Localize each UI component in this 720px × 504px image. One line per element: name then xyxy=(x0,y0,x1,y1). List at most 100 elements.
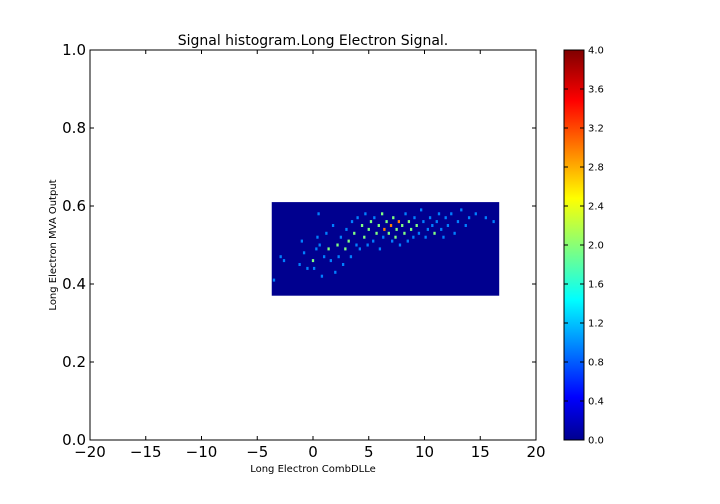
x-axis-ticks: −20 −15 −10 −5 0 5 10 15 20 xyxy=(74,50,546,461)
heatmap-cell xyxy=(435,220,438,224)
heatmap-cell xyxy=(409,227,413,231)
heatmap-cell xyxy=(353,231,356,235)
heatmap-cell xyxy=(312,266,316,270)
heatmap-cell xyxy=(369,220,373,224)
y-tick-label: 0.8 xyxy=(62,119,86,137)
heatmap-cell xyxy=(467,216,471,220)
heatmap-cell xyxy=(433,231,436,235)
colorbar-tick-label: 2.0 xyxy=(588,241,604,252)
heatmap-cell xyxy=(306,266,309,270)
x-tick-label: −10 xyxy=(186,443,218,461)
heatmap-cell xyxy=(358,247,361,251)
heatmap-cell xyxy=(339,235,343,239)
heatmap-cell xyxy=(383,227,386,231)
heatmap-cell xyxy=(395,227,398,231)
x-tick-label: −15 xyxy=(130,443,162,461)
colorbar-tick-label: 1.6 xyxy=(588,280,604,291)
heatmap-cell xyxy=(282,259,286,263)
heatmap-background xyxy=(271,202,500,296)
heatmap-cell xyxy=(437,212,441,216)
heatmap-cell xyxy=(341,263,345,266)
heatmap-cell xyxy=(391,239,394,243)
x-tick-label: −20 xyxy=(74,443,106,461)
heatmap-cell xyxy=(315,247,318,251)
heatmap-cell xyxy=(373,216,376,220)
heatmap-cell xyxy=(347,239,350,243)
heatmap-layer xyxy=(271,202,500,296)
heatmap-cell xyxy=(492,220,495,224)
colorbar-tick-label: 2.8 xyxy=(588,163,604,174)
heatmap-cell xyxy=(311,259,315,263)
y-tick-label: 1.0 xyxy=(62,41,86,59)
heatmap-cell xyxy=(440,227,443,231)
colorbar-tick-label: 0.4 xyxy=(588,397,604,408)
y-axis-ticks: 0.0 0.2 0.4 0.6 0.8 1.0 xyxy=(62,41,536,449)
heatmap-cell xyxy=(380,212,384,216)
heatmap-cell xyxy=(453,231,456,235)
heatmap-cell xyxy=(413,216,416,220)
heatmap-cell xyxy=(442,235,445,239)
heatmap-cell xyxy=(382,235,385,239)
y-tick-label: 0.0 xyxy=(62,431,86,449)
heatmap-cell xyxy=(367,227,370,231)
colorbar-tick-label: 4.0 xyxy=(588,46,604,57)
heatmap-cell xyxy=(378,247,382,251)
heatmap-cell xyxy=(387,231,390,235)
x-tick-label: 20 xyxy=(526,443,545,461)
y-tick-label: 0.4 xyxy=(62,275,86,293)
heatmap-cell xyxy=(337,255,340,259)
heatmap-cell xyxy=(460,208,463,212)
heatmap-cell xyxy=(403,231,406,235)
x-tick-label: 10 xyxy=(415,443,434,461)
heatmap-cell xyxy=(417,231,421,235)
heatmap-cell xyxy=(401,224,404,227)
x-tick-label: −5 xyxy=(246,443,268,461)
heatmap-cell xyxy=(300,239,303,243)
heatmap-cell xyxy=(327,247,330,251)
colorbar-tick-label: 0.8 xyxy=(588,358,604,369)
colorbar-tick-label: 3.2 xyxy=(588,124,604,135)
heatmap-cell xyxy=(320,274,324,278)
heatmap-cell xyxy=(406,239,409,243)
heatmap-cell xyxy=(298,263,301,266)
heatmap-cell xyxy=(350,220,354,224)
heatmap-cell xyxy=(397,220,401,224)
heatmap-cell xyxy=(484,216,487,220)
heatmap-cell xyxy=(412,235,415,239)
heatmap-cell xyxy=(364,212,367,216)
heatmap-cell xyxy=(456,220,460,224)
heatmap-cell xyxy=(325,231,328,235)
heatmap-cell xyxy=(428,216,432,220)
heatmap-cell xyxy=(349,255,353,259)
chart-title: Signal histogram.Long Electron Signal. xyxy=(178,33,449,49)
heatmap-cell xyxy=(385,220,388,224)
heatmap-cell xyxy=(415,224,418,227)
colorbar-tick-label: 3.6 xyxy=(588,85,604,96)
heatmap-cell xyxy=(279,255,282,259)
heatmap-cell xyxy=(329,259,332,263)
heatmap-cell xyxy=(356,216,359,220)
heatmap-cell xyxy=(474,212,477,216)
heatmap-cell xyxy=(464,224,467,227)
heatmap-cell xyxy=(318,243,321,247)
heatmap-cell xyxy=(344,247,347,251)
heatmap-cell xyxy=(444,216,447,220)
colorbar-tick-label: 1.2 xyxy=(588,319,604,330)
heatmap-cell xyxy=(331,224,335,227)
heatmap-cell xyxy=(366,243,369,247)
heatmap-cell xyxy=(372,239,375,243)
heatmap-cell xyxy=(446,224,450,227)
heatmap-cell xyxy=(392,216,395,220)
heatmap-cell xyxy=(375,231,378,235)
heatmap-cell xyxy=(323,255,326,259)
x-tick-label: 0 xyxy=(308,443,318,461)
heatmap-cell xyxy=(377,224,380,227)
heatmap-cell xyxy=(389,224,393,227)
heatmap-cell xyxy=(450,212,453,216)
x-tick-label: 5 xyxy=(364,443,374,461)
heatmap-cell xyxy=(407,220,411,224)
x-tick-label: 15 xyxy=(471,443,490,461)
heatmap-cell xyxy=(316,235,319,239)
heatmap-cell xyxy=(363,235,366,239)
